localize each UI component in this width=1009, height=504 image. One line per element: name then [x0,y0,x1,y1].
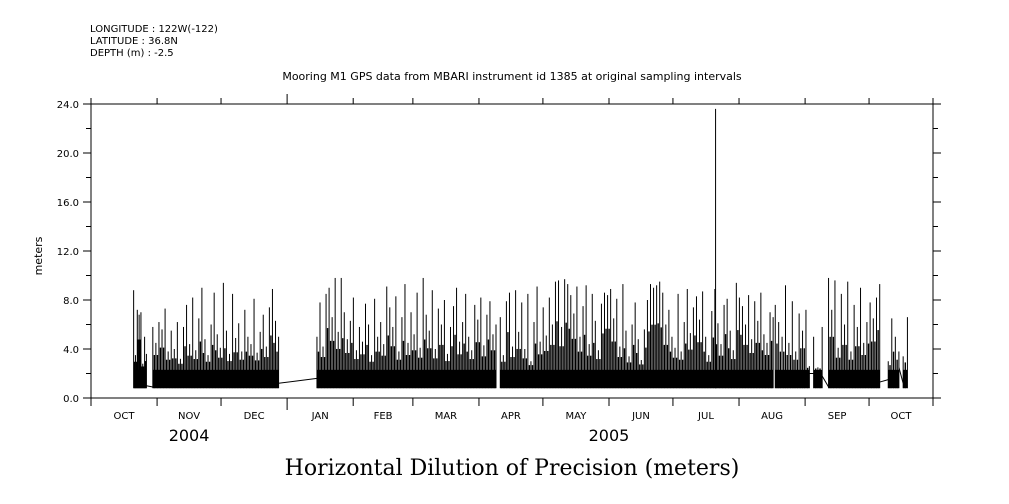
y-tick-label: 12.0 [57,247,79,258]
data-connector-line [146,385,153,388]
plot-marks [133,108,908,389]
x-tick-label-month: MAR [435,411,457,422]
y-tick-label: 20.0 [57,149,79,160]
chart-title: Mooring M1 GPS data from MBARI instrumen… [282,70,742,83]
x-tick-label-month: OCT [114,411,136,422]
data-connector-line [278,377,318,384]
y-axis-label: meters [32,236,45,275]
y-tick-label: 4.0 [63,345,79,356]
longitude-label: LONGITUDE : 122W(-122) [90,24,218,35]
depth-label: DEPTH (m) : -2.5 [90,48,174,59]
x-tick-label-month: JUN [631,411,650,422]
x-tick-label-month: JUL [697,411,714,422]
axes: 0.0 4.0 8.0 12.0 16.0 20.0 24.0 OCT NOV DEC JAN FEB… [57,94,941,445]
x-tick-label-month: AUG [761,411,783,422]
x-tick-label-month: JAN [311,411,329,422]
y-tick-label: 0.0 [63,394,79,405]
y-tick-label: 24.0 [57,100,79,111]
x-year-label: 2005 [589,426,630,445]
data-connector-line [821,375,829,388]
x-tick-label-month: DEC [244,411,265,422]
x-year-label: 2004 [169,426,210,445]
x-tick-label-month: MAY [566,411,588,422]
x-tick-label-month: OCT [891,411,913,422]
data-connector-line [898,367,904,384]
x-tick-label-month: FEB [374,411,393,422]
x-tick-label-month: APR [501,411,521,422]
x-tick-label-month: NOV [178,411,200,422]
y-tick-label: 16.0 [57,198,79,209]
y-tick-label: 8.0 [63,296,79,307]
x-tick-label-month: SEP [828,411,847,422]
data-connector-line [879,379,889,383]
x-axis-title: Horizontal Dilution of Precision (meters… [285,456,740,481]
latitude-label: LATITUDE : 36.8N [90,36,178,47]
